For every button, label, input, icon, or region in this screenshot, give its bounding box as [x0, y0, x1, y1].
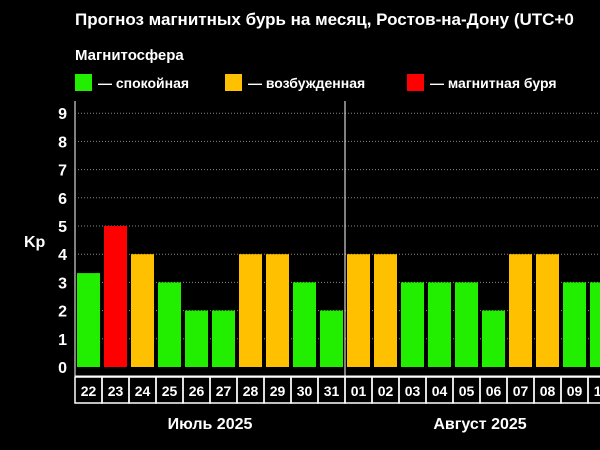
y-tick-label: 1 [58, 332, 67, 349]
bar [320, 310, 343, 367]
legend-item-excited: — возбужденная [225, 74, 365, 91]
x-tick-label: 04 [432, 383, 448, 399]
bar [104, 226, 127, 367]
x-tick-label: 06 [486, 383, 502, 399]
x-tick-label: 09 [567, 383, 583, 399]
y-tick-label: 6 [58, 191, 67, 208]
x-tick-label: 05 [459, 383, 475, 399]
x-tick-label: 28 [243, 383, 259, 399]
x-tick-label: 27 [216, 383, 232, 399]
bar [185, 310, 208, 367]
legend-swatch-calm [75, 74, 92, 91]
x-tick-label: 29 [270, 383, 286, 399]
x-tick-label: 08 [540, 383, 556, 399]
y-tick-label: 0 [58, 360, 67, 377]
y-tick-label: 3 [58, 275, 67, 292]
bar [374, 254, 397, 367]
legend-heading: Магнитосфера [75, 47, 184, 64]
bar [77, 273, 100, 367]
chart-title: Прогноз магнитных бурь на месяц, Ростов-… [75, 10, 574, 29]
month-label: Август 2025 [433, 416, 526, 433]
bar [158, 282, 181, 367]
bar [212, 310, 235, 367]
bar [131, 254, 154, 367]
x-tick-label: 24 [135, 383, 151, 399]
x-tick-label: 23 [108, 383, 124, 399]
bar [455, 282, 478, 367]
y-tick-label: 7 [58, 163, 67, 180]
bar [482, 310, 505, 367]
bar [536, 254, 559, 367]
x-tick-label: 26 [189, 383, 205, 399]
bar [401, 282, 424, 367]
legend-item-calm: — спокойная [75, 74, 189, 91]
y-tick-label: 9 [58, 106, 67, 123]
bar [266, 254, 289, 367]
legend-swatch-excited [225, 74, 242, 91]
y-tick-label: 8 [58, 134, 67, 151]
x-tick-label: 30 [297, 383, 313, 399]
bar [293, 282, 316, 367]
x-tick-label: 07 [513, 383, 529, 399]
x-tick-label: 01 [351, 383, 367, 399]
y-tick-label: 4 [58, 247, 67, 264]
x-tick-label: 10 [594, 383, 600, 399]
bar [239, 254, 262, 367]
bar [509, 254, 532, 367]
legend-item-storm: — магнитная буря [407, 74, 557, 91]
x-tick-label: 22 [81, 383, 97, 399]
bar [563, 282, 586, 367]
legend-label-calm: — спокойная [98, 74, 190, 91]
legend-label-excited: — возбужденная [248, 74, 366, 91]
x-tick-label: 03 [405, 383, 421, 399]
legend-label-storm: — магнитная буря [430, 74, 557, 91]
x-tick-label: 31 [324, 383, 340, 399]
x-tick-cell [587, 376, 600, 404]
bar [590, 282, 600, 367]
x-tick-label: 25 [162, 383, 178, 399]
bar [428, 282, 451, 367]
bar [347, 254, 370, 367]
month-label: Июль 2025 [168, 416, 253, 433]
y-tick-label: 5 [58, 219, 67, 236]
x-tick-label: 02 [378, 383, 394, 399]
legend-swatch-storm [407, 74, 424, 91]
y-tick-label: 2 [58, 304, 67, 321]
y-axis-label: Kp [24, 234, 46, 251]
